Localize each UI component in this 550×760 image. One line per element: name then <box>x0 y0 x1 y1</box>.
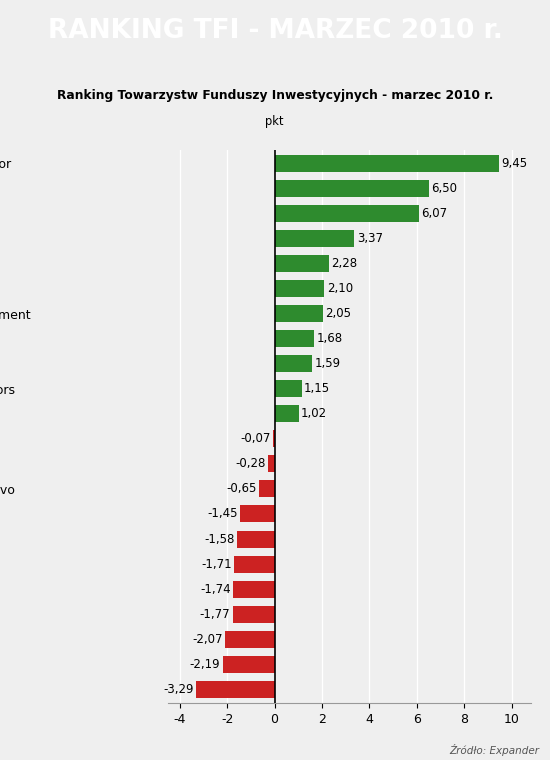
Text: RANKING TFI - MARZEC 2010 r.: RANKING TFI - MARZEC 2010 r. <box>47 18 503 44</box>
Text: -0,07: -0,07 <box>240 432 271 445</box>
Text: -0,65: -0,65 <box>227 483 257 496</box>
Text: 2,28: 2,28 <box>331 257 357 270</box>
Text: -2,19: -2,19 <box>190 657 220 670</box>
Text: 1,02: 1,02 <box>301 407 327 420</box>
Bar <box>273 430 274 448</box>
Bar <box>223 656 274 673</box>
Bar <box>268 455 274 473</box>
Bar <box>274 255 328 272</box>
Text: 1,68: 1,68 <box>317 332 343 345</box>
Text: 9,45: 9,45 <box>501 157 527 170</box>
Text: 1,59: 1,59 <box>315 357 341 370</box>
Text: Źródło: Expander: Źródło: Expander <box>449 744 539 756</box>
Text: -1,74: -1,74 <box>200 583 231 596</box>
Text: 2,05: 2,05 <box>326 307 351 320</box>
Bar <box>274 230 354 247</box>
Bar <box>274 355 312 372</box>
Bar <box>196 681 274 698</box>
Bar <box>233 606 274 622</box>
Bar <box>233 581 274 597</box>
Bar <box>226 631 274 648</box>
Bar <box>237 530 274 547</box>
Text: -1,77: -1,77 <box>200 608 230 621</box>
Text: -0,28: -0,28 <box>235 458 266 470</box>
Bar <box>240 505 274 522</box>
Bar <box>274 380 302 397</box>
Bar <box>274 331 315 347</box>
Text: 2,10: 2,10 <box>327 282 353 295</box>
Bar <box>274 306 323 322</box>
Text: 1,15: 1,15 <box>304 382 331 395</box>
Text: 6,07: 6,07 <box>421 207 447 220</box>
Text: -3,29: -3,29 <box>163 682 194 695</box>
Bar <box>274 405 299 423</box>
Text: 6,50: 6,50 <box>431 182 457 195</box>
Text: Ranking Towarzystw Funduszy Inwestycyjnych - marzec 2010 r.: Ranking Towarzystw Funduszy Inwestycyjny… <box>57 89 493 102</box>
Text: 3,37: 3,37 <box>357 232 383 245</box>
Bar <box>274 180 429 197</box>
Text: -2,07: -2,07 <box>192 632 223 646</box>
Text: pkt: pkt <box>265 116 284 128</box>
Text: -1,71: -1,71 <box>201 558 232 571</box>
Text: -1,58: -1,58 <box>204 533 235 546</box>
Bar <box>274 155 499 172</box>
Text: -1,45: -1,45 <box>207 508 238 521</box>
Bar <box>259 480 274 498</box>
Bar <box>234 556 274 572</box>
Bar <box>274 280 324 297</box>
Bar <box>274 205 419 222</box>
